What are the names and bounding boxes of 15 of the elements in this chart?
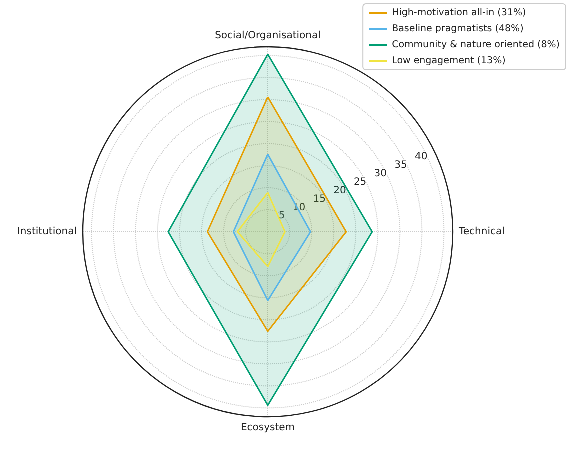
spoke-label: Technical [458,226,505,238]
y-tick-label: 35 [394,160,408,172]
legend-label: High-motivation all-in (31%) [392,8,526,18]
y-tick-label: 15 [313,194,326,205]
legend-label: Community & nature oriented (8%) [392,40,560,50]
spoke-label: Ecosystem [240,422,296,434]
spoke-label: Institutional [17,226,77,238]
y-tick-label: 40 [414,152,428,163]
y-tick-label: 30 [374,168,388,180]
y-tick-label: 20 [334,185,346,196]
y-tick-label: 5 [278,210,286,222]
legend-label: Baseline pragmatists (48%) [392,24,524,34]
y-tick-label: 25 [354,176,367,188]
spoke-label: Social/Organisational [215,30,321,42]
legend-label: Low engagement (13%) [392,56,506,66]
